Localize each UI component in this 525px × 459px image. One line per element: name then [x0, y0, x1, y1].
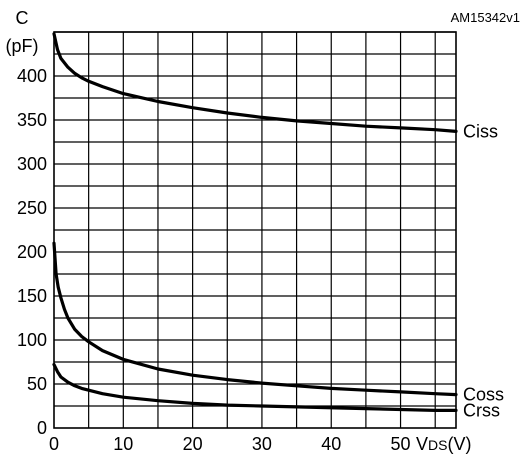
- series-label-ciss: Ciss: [463, 121, 498, 141]
- series-line-ciss: [52, 32, 458, 133]
- x-tick-label: 50: [391, 434, 411, 454]
- y-tick-label: 400: [17, 66, 47, 86]
- y-tick-label: 300: [17, 154, 47, 174]
- plot-frame: [53, 31, 457, 429]
- figure-id: AM15342v1: [451, 10, 520, 25]
- x-tick-label: 30: [252, 434, 272, 454]
- y-tick-label: 0: [37, 418, 47, 438]
- y-axis-label: C: [16, 8, 29, 28]
- series-curves: [52, 32, 458, 412]
- series-label-crss: Crss: [463, 400, 500, 420]
- x-tick-label: 0: [49, 434, 59, 454]
- series-line-crss: [52, 363, 458, 412]
- y-tick-label: 150: [17, 286, 47, 306]
- x-axis-label-sub: DS: [428, 437, 447, 453]
- x-tick-labels: 0 10 20 30 40 50: [49, 434, 411, 454]
- x-axis-label: VDS(V): [416, 434, 471, 454]
- x-tick-label: 20: [183, 434, 203, 454]
- x-tick-label: 40: [321, 434, 341, 454]
- y-tick-label: 200: [17, 242, 47, 262]
- y-axis-unit: (pF): [6, 36, 39, 56]
- x-axis-label-unit: (V): [447, 434, 471, 454]
- y-tick-label: 50: [27, 374, 47, 394]
- series-line-coss: [52, 241, 458, 397]
- series-label-coss: Coss: [463, 385, 504, 405]
- y-tick-labels: 0 50 100 150 200 250 300 350 400: [17, 66, 47, 438]
- x-axis-label-main: V: [416, 434, 428, 454]
- y-tick-label: 100: [17, 330, 47, 350]
- x-tick-label: 10: [113, 434, 133, 454]
- y-tick-label: 350: [17, 110, 47, 130]
- y-tick-label: 250: [17, 198, 47, 218]
